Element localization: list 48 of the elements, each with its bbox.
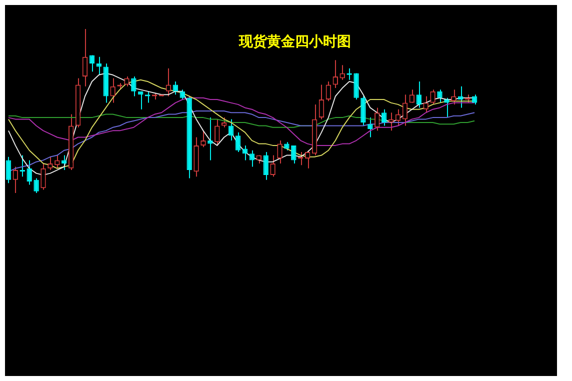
candlestick — [166, 68, 172, 97]
candlestick — [360, 96, 366, 126]
candlestick — [354, 72, 359, 100]
candlestick — [437, 89, 442, 104]
candlestick — [124, 76, 130, 87]
candlestick — [34, 178, 39, 194]
candlestick — [402, 94, 408, 126]
candlestick — [82, 28, 88, 87]
candlestick — [318, 84, 324, 120]
candlestick — [444, 97, 450, 118]
candlestick — [62, 154, 67, 171]
candlestick — [54, 154, 60, 169]
candlestick — [208, 117, 213, 161]
candlestick — [304, 150, 310, 169]
candlestick — [451, 89, 456, 105]
candlestick — [214, 118, 220, 146]
candlestick — [326, 80, 332, 102]
candlestick — [395, 108, 401, 126]
candlestick — [277, 140, 282, 164]
candlestick — [270, 154, 276, 178]
candlestick — [40, 162, 46, 190]
chart-title: 现货黄金四小时图 — [238, 33, 352, 51]
candlestick — [6, 156, 12, 184]
candlestick — [416, 80, 422, 108]
candlestick — [26, 160, 32, 186]
candlestick — [458, 86, 464, 108]
candlestick — [172, 80, 178, 96]
candlestick — [12, 166, 18, 194]
candlestick — [423, 96, 428, 114]
candlestick — [368, 117, 373, 138]
candlestick — [200, 130, 206, 148]
candlestick — [89, 54, 95, 72]
candlestick — [388, 112, 394, 132]
candlestick — [472, 94, 478, 105]
candlestick — [131, 76, 136, 97]
candlestick — [180, 89, 185, 100]
candlestick — [263, 152, 268, 180]
candlestick — [249, 150, 255, 168]
candlestick — [374, 107, 380, 132]
candlestick — [291, 144, 296, 164]
candlestick — [381, 108, 387, 126]
candlestick — [235, 132, 241, 152]
candlestick — [430, 89, 436, 105]
candlestick — [242, 144, 248, 161]
candlestick — [48, 156, 53, 171]
candlestick — [110, 78, 116, 104]
candlestick — [222, 117, 227, 128]
candlestick — [332, 60, 338, 89]
